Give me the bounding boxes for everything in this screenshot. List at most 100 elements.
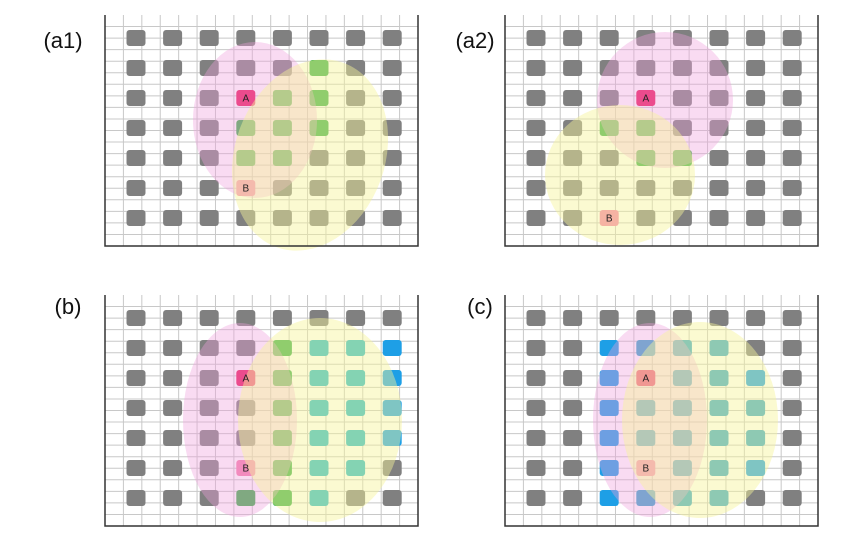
cell bbox=[199, 370, 219, 386]
cell bbox=[563, 430, 583, 446]
cell bbox=[746, 430, 766, 446]
cell bbox=[272, 370, 292, 386]
cell bbox=[236, 90, 256, 106]
region bbox=[593, 323, 707, 517]
cell bbox=[382, 120, 402, 136]
cell bbox=[746, 120, 766, 136]
cell bbox=[782, 150, 802, 166]
cell bbox=[382, 370, 402, 386]
cell bbox=[746, 30, 766, 46]
cell bbox=[636, 150, 656, 166]
region bbox=[183, 323, 297, 517]
cell bbox=[346, 180, 366, 196]
panel-label: (a1) bbox=[43, 28, 82, 53]
cell bbox=[126, 180, 146, 196]
cell bbox=[563, 150, 583, 166]
cell bbox=[526, 310, 546, 326]
cell bbox=[746, 150, 766, 166]
cell bbox=[563, 210, 583, 226]
cell bbox=[199, 340, 219, 356]
cell bbox=[672, 460, 692, 476]
panel: AB bbox=[104, 295, 419, 527]
cell bbox=[163, 490, 183, 506]
cell bbox=[526, 340, 546, 356]
cell bbox=[382, 180, 402, 196]
cell bbox=[526, 150, 546, 166]
cell bbox=[709, 90, 729, 106]
cell bbox=[672, 340, 692, 356]
cell bbox=[126, 400, 146, 416]
region bbox=[238, 318, 402, 522]
cell bbox=[563, 340, 583, 356]
cell bbox=[782, 370, 802, 386]
cell bbox=[236, 210, 256, 226]
panel-label: (b) bbox=[55, 294, 82, 319]
cell bbox=[746, 180, 766, 196]
cell bbox=[199, 30, 219, 46]
cell bbox=[346, 370, 366, 386]
cell bbox=[636, 90, 656, 106]
cell bbox=[599, 490, 619, 506]
cell bbox=[126, 490, 146, 506]
cell bbox=[126, 120, 146, 136]
cell bbox=[126, 210, 146, 226]
cell bbox=[309, 460, 329, 476]
cell bbox=[636, 400, 656, 416]
cell bbox=[346, 120, 366, 136]
cell bbox=[272, 490, 292, 506]
cell bbox=[199, 150, 219, 166]
cell bbox=[672, 400, 692, 416]
cell bbox=[272, 60, 292, 76]
cell bbox=[309, 60, 329, 76]
cell bbox=[782, 460, 802, 476]
cell bbox=[126, 460, 146, 476]
cell bbox=[346, 210, 366, 226]
cell bbox=[272, 180, 292, 196]
cell bbox=[746, 370, 766, 386]
cell bbox=[272, 210, 292, 226]
region bbox=[622, 322, 778, 518]
cell bbox=[309, 370, 329, 386]
cell bbox=[382, 150, 402, 166]
cell bbox=[526, 370, 546, 386]
cell bbox=[636, 60, 656, 76]
cell bbox=[163, 340, 183, 356]
cell bbox=[163, 210, 183, 226]
cell bbox=[746, 340, 766, 356]
panel-label: (c) bbox=[467, 294, 493, 319]
marker-a: A bbox=[242, 94, 249, 105]
cell bbox=[382, 310, 402, 326]
cell bbox=[709, 490, 729, 506]
region bbox=[545, 105, 695, 245]
cell bbox=[126, 90, 146, 106]
cell bbox=[526, 490, 546, 506]
panel-border bbox=[504, 295, 819, 527]
cell bbox=[599, 340, 619, 356]
panel: AB bbox=[504, 15, 819, 247]
cell bbox=[346, 150, 366, 166]
cell bbox=[782, 60, 802, 76]
cell bbox=[382, 340, 402, 356]
cell bbox=[782, 400, 802, 416]
cell bbox=[782, 310, 802, 326]
cell bbox=[382, 490, 402, 506]
cell bbox=[709, 30, 729, 46]
cell bbox=[382, 400, 402, 416]
cell bbox=[309, 150, 329, 166]
cell bbox=[636, 210, 656, 226]
cell bbox=[563, 90, 583, 106]
cell bbox=[746, 310, 766, 326]
cell bbox=[672, 120, 692, 136]
cell bbox=[236, 460, 256, 476]
region bbox=[597, 32, 733, 168]
cell bbox=[382, 90, 402, 106]
cell bbox=[309, 430, 329, 446]
cell bbox=[599, 210, 619, 226]
cell bbox=[309, 210, 329, 226]
cell bbox=[309, 90, 329, 106]
marker-b: B bbox=[606, 214, 613, 225]
cell bbox=[709, 430, 729, 446]
cell bbox=[236, 430, 256, 446]
cell bbox=[236, 310, 256, 326]
